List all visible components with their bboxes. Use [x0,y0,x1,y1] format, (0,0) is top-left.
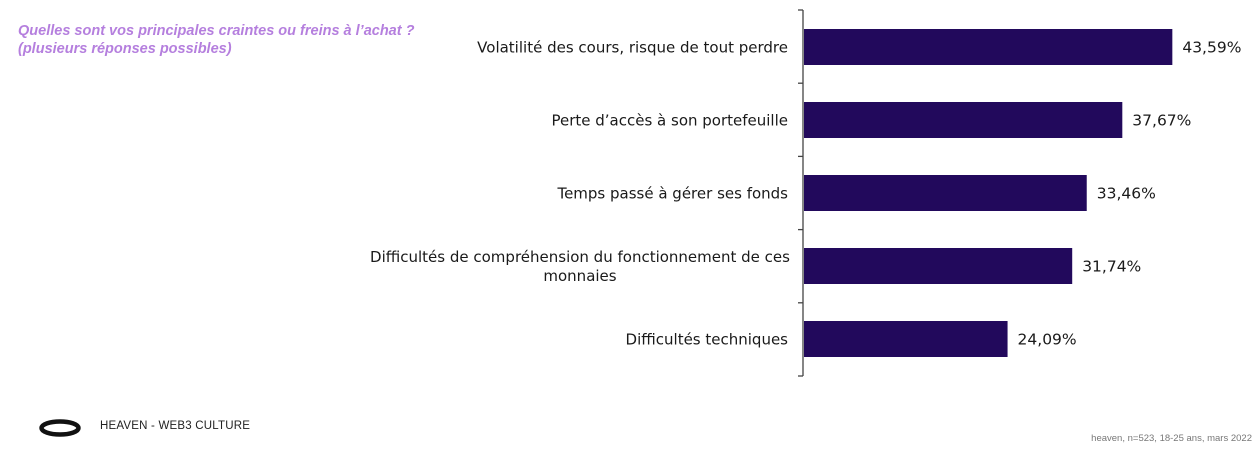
chart-question: Quelles sont vos principales craintes ou… [18,23,415,57]
category-label-line: Temps passé à gérer ses fonds [556,185,788,203]
category-label-line: monnaies [543,267,616,285]
data-label: 33,46% [1097,185,1156,203]
footer-brand: HEAVEN - WEB3 CULTURE [100,420,251,432]
category-label-line: Difficultés techniques [626,331,789,349]
category-label: Difficultés de compréhension du fonction… [370,248,790,285]
category-label: Volatilité des cours, risque de tout per… [477,39,788,57]
data-label: 24,09% [1018,331,1077,349]
category-label: Perte d’accès à son portefeuille [551,112,788,130]
category-label-line: Difficultés de compréhension du fonction… [370,248,790,266]
data-label: 43,59% [1182,39,1241,57]
bar-chart: 43,59% Volatilité des cours, risque de to… [370,9,1241,377]
footer-source: heaven, n=523, 18-25 ans, mars 2022 [1091,433,1252,444]
category-label-line: Perte d’accès à son portefeuille [551,112,788,130]
ring-logo-icon [39,419,81,437]
bar [804,29,1173,65]
bar [804,248,1073,284]
data-label: 37,67% [1132,112,1191,130]
bar [804,321,1008,357]
data-label: 31,74% [1082,258,1141,276]
bar [804,175,1087,211]
bar [804,102,1123,138]
category-label: Difficultés techniques [626,331,789,349]
category-label-line: Volatilité des cours, risque de tout per… [477,39,788,57]
category-label: Temps passé à gérer ses fonds [556,185,788,203]
